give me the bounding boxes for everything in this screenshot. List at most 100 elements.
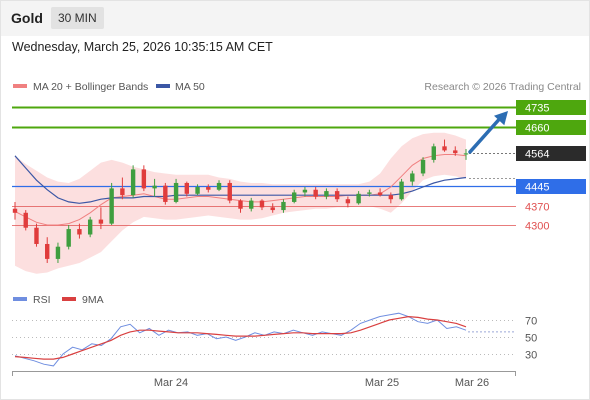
instrument-title: Gold: [11, 10, 43, 26]
candle: [324, 188, 329, 200]
candle-body: [238, 200, 243, 209]
candle: [270, 203, 275, 213]
candle-body: [109, 188, 114, 224]
candle: [163, 182, 168, 205]
candle-body: [302, 189, 308, 193]
candle-body: [34, 227, 39, 244]
candle: [66, 225, 71, 250]
candle-body: [55, 246, 61, 259]
candle: [87, 216, 93, 238]
candle-body: [313, 189, 318, 197]
chart-datetime: Wednesday, March 25, 2026 10:35:15 AM CE…: [12, 40, 273, 54]
candle: [109, 182, 114, 225]
candle-body: [281, 201, 286, 211]
ma50-legend-label: MA 50: [175, 81, 205, 93]
candle: [291, 189, 297, 204]
candle: [367, 189, 372, 197]
ma20-legend-swatch: [13, 84, 27, 88]
candle-body: [334, 191, 340, 200]
candle: [206, 184, 211, 193]
level-label-4735: 4735: [525, 103, 549, 115]
candle: [334, 188, 340, 202]
candle-body: [291, 192, 297, 202]
candle: [98, 207, 104, 230]
candle-body: [345, 199, 351, 204]
candle: [141, 165, 147, 192]
candle: [259, 199, 265, 211]
legend: MA 20 + Bollinger Bands MA 50 Research ©…: [13, 81, 581, 93]
candle: [152, 178, 157, 197]
target-arrow-shaft: [468, 113, 505, 154]
candle-body: [195, 187, 200, 194]
candle: [249, 197, 254, 212]
candle-body: [420, 159, 426, 174]
candle: [431, 143, 436, 163]
candle: [442, 139, 447, 152]
candle-body: [12, 208, 18, 213]
candle: [34, 223, 39, 247]
candle: [23, 210, 28, 231]
level-box-4445: [516, 179, 586, 194]
candle: [313, 187, 318, 200]
x-tick-label: Mar 26: [455, 377, 489, 389]
rsi-9ma-line: [14, 315, 467, 360]
candle-body: [442, 146, 447, 151]
candle: [463, 149, 469, 160]
rsi-tick-70: 70: [525, 316, 537, 328]
candle: [356, 191, 361, 205]
candle-body: [23, 212, 28, 228]
rsi-legend-label: RSI: [33, 294, 51, 306]
candle-body: [410, 173, 415, 182]
candle-body: [367, 192, 372, 194]
rsi-tick-30: 30: [525, 350, 537, 362]
candle-body: [141, 169, 147, 189]
candle-body: [377, 192, 383, 196]
candle-body: [98, 219, 104, 224]
candle-body: [120, 188, 125, 196]
candle: [120, 177, 125, 200]
ma20-legend-label: MA 20 + Bollinger Bands: [33, 81, 148, 93]
candle: [410, 170, 415, 186]
level-label-4370: 4370: [525, 202, 549, 214]
candle: [420, 157, 426, 177]
candle-body: [453, 150, 458, 154]
timeframe-badge[interactable]: 30 MIN: [51, 7, 104, 29]
candle: [302, 187, 308, 197]
rsi-ma-legend-swatch: [62, 297, 76, 301]
candle: [345, 196, 351, 208]
rsi-legend-swatch: [13, 297, 27, 301]
credit-text: Research © 2026 Trading Central: [424, 81, 581, 93]
candle-body: [431, 146, 436, 160]
candle: [130, 165, 136, 198]
candle-body: [130, 169, 136, 196]
target-arrow-head: [494, 111, 508, 126]
candle: [281, 199, 286, 213]
candle-body: [259, 200, 265, 208]
level-box-4660: [516, 120, 586, 135]
ma50-legend-swatch: [156, 84, 170, 88]
level-label-4660: 4660: [525, 123, 549, 135]
level-box-4735: [516, 100, 586, 115]
candle: [453, 146, 458, 156]
candle-body: [45, 243, 50, 259]
level-box-4564: [516, 146, 586, 161]
candle: [399, 178, 404, 201]
rsi-legend: RSI 9MA: [13, 294, 104, 306]
rsi-ma-legend-label: 9MA: [82, 294, 104, 306]
candle-body: [152, 185, 157, 189]
candle: [195, 184, 200, 196]
candle-body: [173, 182, 179, 202]
candle-body: [66, 229, 71, 247]
candle-body: [227, 182, 232, 201]
candle: [173, 178, 179, 204]
candle-body: [399, 181, 404, 200]
candle: [12, 201, 18, 220]
candle-body: [249, 200, 254, 209]
level-label-4564: 4564: [525, 149, 549, 161]
rsi-tick-50: 50: [525, 333, 537, 345]
candle-body: [356, 193, 361, 204]
candle-body: [163, 185, 168, 202]
level-label-4445: 4445: [525, 182, 549, 194]
x-tick-label: Mar 25: [365, 377, 399, 389]
level-label-4300: 4300: [525, 221, 549, 233]
